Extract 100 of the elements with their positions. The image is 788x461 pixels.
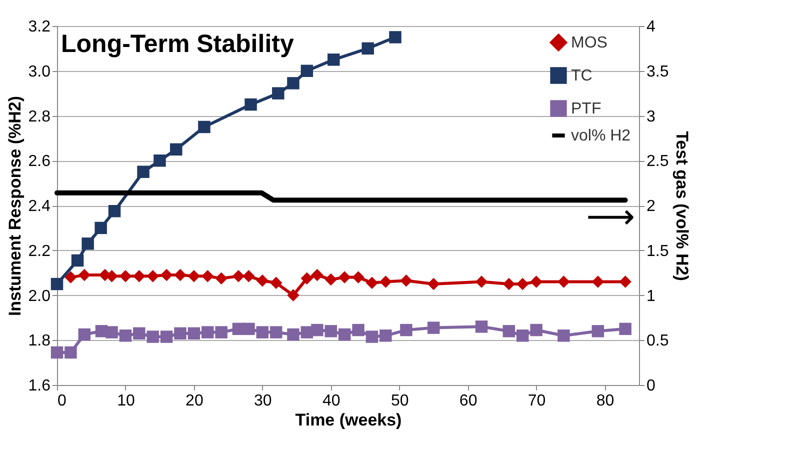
point bbox=[270, 326, 282, 338]
y2-tick-label: 2 bbox=[646, 198, 656, 215]
point bbox=[427, 278, 440, 290]
point bbox=[592, 276, 604, 288]
y-tick-label: 2.4 bbox=[28, 198, 51, 215]
y-tick-label: 3.0 bbox=[28, 63, 51, 80]
point bbox=[146, 270, 159, 282]
point bbox=[558, 276, 570, 288]
point bbox=[300, 272, 314, 285]
point bbox=[50, 346, 64, 359]
point bbox=[232, 270, 245, 282]
y-tick-label: 1.8 bbox=[28, 332, 51, 350]
point bbox=[400, 324, 412, 336]
point bbox=[119, 330, 132, 342]
point bbox=[287, 77, 300, 90]
point bbox=[475, 320, 488, 333]
point bbox=[78, 328, 91, 341]
y2-tick-label: 1 bbox=[646, 288, 656, 305]
y-tick-label: 2.6 bbox=[28, 153, 51, 170]
point bbox=[530, 276, 542, 288]
annotation: ⟶ bbox=[586, 197, 635, 237]
point bbox=[352, 324, 364, 336]
x-tick-label: 10 bbox=[117, 392, 135, 410]
point bbox=[108, 204, 121, 218]
point bbox=[270, 276, 282, 290]
y-tick-label: 2.2 bbox=[28, 242, 51, 260]
x-tick-label: 0 bbox=[58, 392, 66, 410]
x-tick-label: 50 bbox=[390, 392, 409, 410]
x-tick-label: 30 bbox=[254, 392, 272, 410]
point bbox=[327, 54, 340, 66]
point bbox=[311, 324, 324, 336]
point bbox=[366, 276, 378, 290]
point bbox=[324, 273, 338, 286]
point bbox=[64, 271, 77, 284]
point bbox=[215, 272, 228, 285]
point bbox=[619, 322, 632, 336]
point bbox=[244, 98, 257, 111]
point bbox=[300, 64, 314, 77]
point bbox=[202, 270, 214, 282]
point bbox=[215, 326, 228, 338]
y2-axis-title: Test gas (vol% H2) bbox=[672, 131, 692, 281]
legend-label: MOS bbox=[571, 34, 608, 52]
point bbox=[154, 154, 166, 167]
point bbox=[400, 274, 412, 287]
y-tick-label: 1.6 bbox=[28, 378, 51, 394]
y2-tick-label: 0.5 bbox=[646, 332, 669, 350]
point bbox=[362, 42, 374, 55]
point bbox=[389, 31, 402, 44]
y2-tick-label: 3 bbox=[646, 108, 656, 126]
point bbox=[272, 87, 284, 100]
point bbox=[380, 330, 392, 342]
legend-label: PTF bbox=[571, 100, 602, 118]
point bbox=[188, 270, 200, 282]
point bbox=[502, 325, 516, 338]
y2-tick-label: 0 bbox=[646, 378, 656, 394]
chart-title: Long-Term Stability bbox=[61, 30, 294, 58]
y-tick-label: 2.0 bbox=[28, 288, 51, 305]
y2-tick-label: 2.5 bbox=[646, 153, 669, 170]
point bbox=[71, 254, 84, 267]
x-tick-label: 80 bbox=[596, 392, 614, 410]
point bbox=[119, 270, 132, 282]
y2-tick-label: 4 bbox=[646, 18, 656, 36]
point bbox=[256, 274, 269, 287]
point bbox=[427, 322, 440, 334]
point bbox=[82, 238, 94, 250]
point bbox=[338, 271, 351, 284]
point bbox=[592, 325, 604, 338]
point bbox=[94, 222, 107, 234]
x-tick-label: 70 bbox=[528, 392, 546, 410]
point bbox=[530, 324, 542, 336]
point bbox=[174, 327, 186, 340]
point bbox=[202, 326, 214, 338]
point bbox=[50, 278, 64, 290]
x-tick-label: 60 bbox=[459, 392, 478, 410]
point bbox=[174, 268, 186, 282]
point bbox=[170, 143, 182, 156]
point bbox=[106, 326, 118, 338]
point bbox=[475, 276, 488, 288]
point bbox=[146, 330, 159, 343]
x-axis-title: Time (weeks) bbox=[295, 410, 402, 430]
point bbox=[133, 270, 146, 282]
x-tick-label: 20 bbox=[186, 392, 204, 410]
point bbox=[287, 289, 300, 302]
point bbox=[287, 328, 300, 341]
point bbox=[242, 270, 255, 282]
x-tick-label: 40 bbox=[322, 392, 340, 410]
point bbox=[242, 322, 255, 336]
point bbox=[380, 276, 392, 288]
point bbox=[338, 328, 351, 341]
legend-label: vol% H2 bbox=[571, 128, 631, 144]
y2-tick-label: 3.5 bbox=[646, 63, 669, 80]
point bbox=[198, 120, 210, 134]
point bbox=[137, 166, 150, 178]
y-tick-label: 3.2 bbox=[28, 18, 51, 36]
point bbox=[558, 330, 570, 342]
y-axis-title: Instument Response (%H2) bbox=[5, 96, 24, 316]
point bbox=[160, 330, 173, 343]
point bbox=[133, 327, 146, 340]
point bbox=[311, 268, 324, 282]
y-tick-label: 2.8 bbox=[28, 108, 51, 126]
